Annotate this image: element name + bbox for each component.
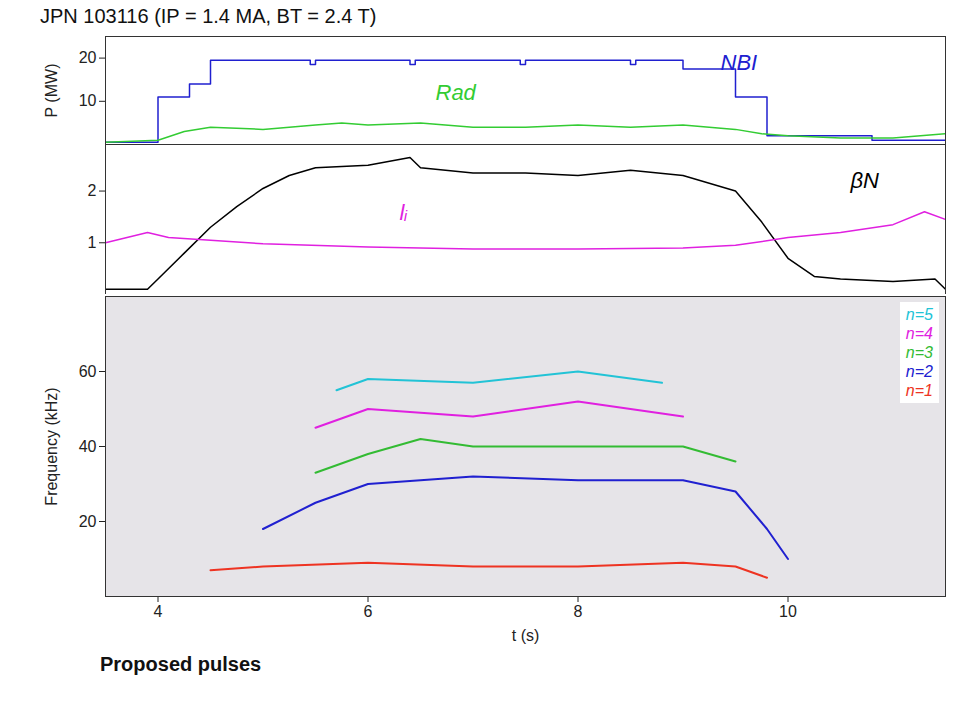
svg-text:6: 6 bbox=[364, 603, 373, 620]
svg-text:P (MW): P (MW) bbox=[43, 64, 60, 118]
html-text:JPN 103116 (IP = 1.4 MA, BT =: JPN 103116 (IP = 1.4 MA, BT = 2.4 T) bbox=[40, 5, 377, 27]
svg-text:lᵢ: lᵢ bbox=[400, 200, 408, 225]
html-text:Proposed pulses: Proposed pulses bbox=[100, 653, 262, 675]
html-text:n=1: n=1 bbox=[905, 382, 933, 399]
svg-text:20: 20 bbox=[79, 49, 97, 66]
html-text:n=3: n=3 bbox=[905, 344, 933, 361]
svg-text:t (s): t (s) bbox=[512, 627, 540, 644]
svg-text:Rad: Rad bbox=[436, 80, 477, 105]
svg-text:20: 20 bbox=[79, 513, 97, 530]
svg-text:NBI: NBI bbox=[721, 50, 758, 75]
svg-text:10: 10 bbox=[79, 92, 97, 109]
svg-text:10: 10 bbox=[779, 603, 797, 620]
svg-text:2: 2 bbox=[88, 182, 97, 199]
html-text:n=5: n=5 bbox=[905, 306, 933, 323]
svg-text:40: 40 bbox=[79, 438, 97, 455]
svg-text:Frequency (kHz): Frequency (kHz) bbox=[43, 387, 60, 505]
svg-text:βN: βN bbox=[850, 168, 880, 193]
svg-text:60: 60 bbox=[79, 363, 97, 380]
svg-text:4: 4 bbox=[154, 603, 163, 620]
html-text:n=4: n=4 bbox=[905, 325, 933, 342]
html-text:n=2: n=2 bbox=[905, 363, 933, 380]
svg-text:1: 1 bbox=[88, 234, 97, 251]
svg-text:8: 8 bbox=[574, 603, 583, 620]
